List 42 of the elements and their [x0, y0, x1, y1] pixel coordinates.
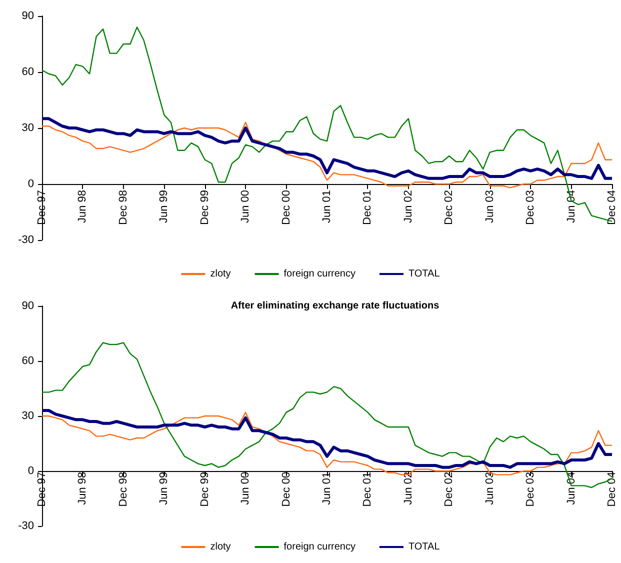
legend-label: zloty	[210, 542, 231, 552]
x-tick-label: Jun 03	[484, 190, 496, 224]
x-tick-label: Dec 03	[524, 190, 537, 225]
x-tick-label: Dec 03	[524, 472, 537, 507]
line-series	[40, 117, 614, 180]
y-tick-label: -30	[18, 234, 34, 246]
y-tick-label: 0	[28, 465, 34, 477]
y-tick-label: 90	[22, 300, 34, 312]
x-tick-label: Dec 02	[443, 472, 456, 507]
x-tick-label: Dec 04	[606, 190, 618, 225]
x-tick-label: Dec 00	[280, 472, 292, 507]
y-tick-label: 90	[22, 10, 34, 22]
x-tick-label: Dec 00	[280, 190, 292, 225]
x-tick-label: Jun 00	[240, 190, 252, 224]
y-tick-label: 30	[22, 122, 34, 134]
y-tick-label: 60	[22, 355, 34, 367]
x-tick-label: Dec 01	[362, 190, 374, 225]
line-series	[41, 122, 613, 188]
x-tick-label: Jun 98	[76, 472, 89, 505]
x-tick-label: Dec 98	[117, 190, 130, 225]
x-tick-label: Jun 99	[158, 472, 170, 505]
x-tick-label: Jun 98	[76, 190, 89, 224]
y-tick-label: 60	[22, 66, 34, 78]
x-tick-label: Jun 02	[402, 190, 414, 224]
x-tick-label: Dec 02	[443, 190, 456, 225]
y-tick-label: -30	[18, 520, 34, 532]
legend-label: foreign currency	[284, 268, 356, 280]
legend-label: foreign currency	[284, 542, 356, 552]
y-tick-label: 30	[22, 410, 34, 422]
x-tick-label: Jun 01	[321, 472, 333, 505]
chart-title: After eliminating exchange rate fluctuations	[230, 300, 440, 312]
x-tick-label: Dec 98	[117, 472, 130, 507]
legend-label: TOTAL	[408, 268, 440, 280]
x-tick-label: Dec 01	[362, 472, 374, 507]
x-tick-label: Dec 99	[198, 190, 211, 225]
x-tick-label: Jun 01	[321, 190, 333, 224]
legend-label: TOTAL	[408, 542, 440, 552]
x-tick-label: Jun 00	[240, 472, 252, 505]
x-tick-label: Dec 99	[198, 472, 211, 507]
y-tick-label: 0	[28, 178, 34, 190]
legend-label: zloty	[210, 268, 231, 280]
x-tick-label: Jun 99	[158, 190, 170, 224]
